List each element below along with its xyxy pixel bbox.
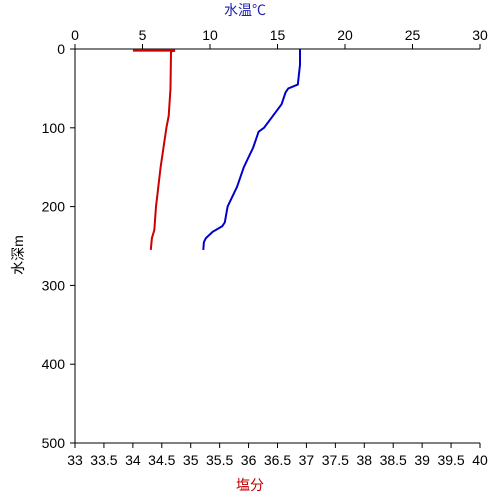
x-tick-label: 40: [472, 452, 488, 468]
x-tick-label: 35: [183, 452, 199, 468]
x2-tick-label: 20: [337, 27, 353, 43]
x-tick-label: 33.5: [90, 452, 117, 468]
x-tick-label: 34.5: [148, 452, 175, 468]
x2-tick-label: 25: [405, 27, 421, 43]
profile-line: [132, 49, 176, 250]
x-tick-label: 39: [414, 452, 430, 468]
y-tick-label: 200: [42, 199, 66, 215]
x-tick-label: 35.5: [206, 452, 233, 468]
x2-tick-label: 10: [202, 27, 218, 43]
y-tick-label: 500: [42, 435, 66, 451]
y-tick-label: 300: [42, 277, 66, 293]
x-tick-label: 39.5: [437, 452, 464, 468]
x-tick-label: 36: [241, 452, 257, 468]
top-axis-title: 水温℃: [224, 2, 266, 18]
y-axis-title: 水深m: [10, 235, 26, 275]
y-tick-label: 0: [57, 41, 65, 57]
x-tick-label: 37.5: [322, 452, 349, 468]
x2-tick-label: 30: [472, 27, 488, 43]
x2-tick-label: 15: [270, 27, 286, 43]
x-tick-label: 38.5: [380, 452, 407, 468]
x-tick-label: 37: [299, 452, 315, 468]
profile-line: [202, 49, 301, 250]
bottom-axis-title: 塩分: [236, 477, 264, 493]
x-tick-label: 36.5: [264, 452, 291, 468]
x2-tick-label: 0: [71, 27, 79, 43]
x-tick-label: 38: [356, 452, 372, 468]
x2-tick-label: 5: [139, 27, 147, 43]
y-tick-label: 100: [42, 120, 66, 136]
x-tick-label: 33: [67, 452, 83, 468]
y-tick-label: 400: [42, 356, 66, 372]
x-tick-label: 34: [125, 452, 141, 468]
